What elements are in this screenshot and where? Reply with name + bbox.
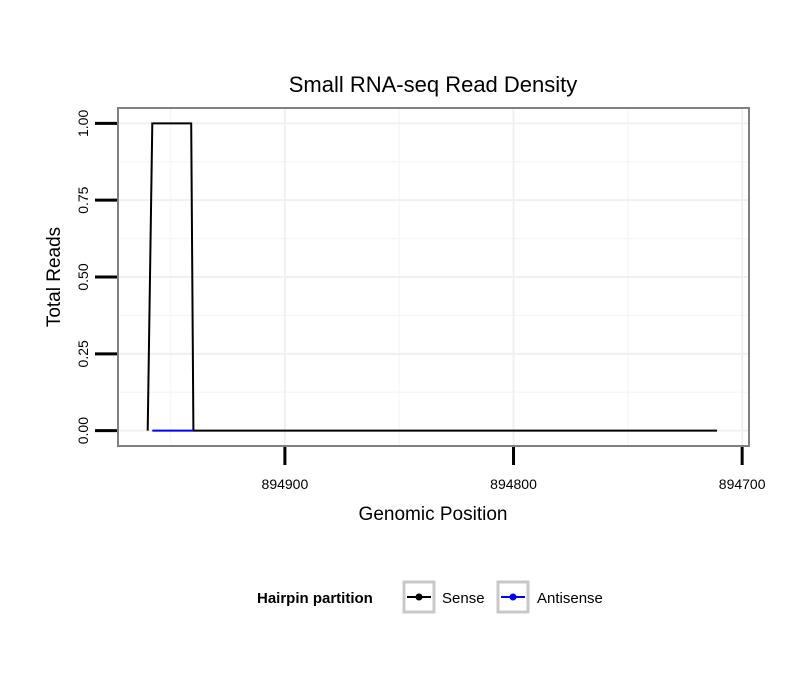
legend-entry-sense: Sense	[402, 580, 485, 614]
x-tick-label: 894800	[490, 476, 537, 492]
legend-label-sense: Sense	[442, 590, 485, 607]
series-group	[146, 122, 717, 432]
chart-title: Small RNA-seq Read Density	[289, 72, 578, 97]
y-axis-title: Total Reads	[44, 227, 65, 327]
y-tick-label: 0.25	[75, 340, 91, 367]
y-tick-label: 0.75	[75, 186, 91, 213]
x-tick-label: 894900	[262, 476, 309, 492]
y-axis: 0.00 0.25 0.50 0.75 1.00	[75, 110, 117, 444]
legend-marker-antisense	[509, 593, 517, 601]
x-axis-title: Genomic Position	[359, 504, 508, 525]
series-line-sense	[146, 122, 717, 432]
y-tick-label: 0.50	[75, 263, 91, 290]
y-tick-label: 0.00	[75, 417, 91, 444]
x-tick-label: 894700	[719, 476, 766, 492]
legend-marker-sense	[415, 593, 423, 601]
legend-label-antisense: Antisense	[537, 590, 603, 607]
plot-border	[117, 107, 750, 447]
legend-entry-antisense: Antisense	[496, 580, 603, 614]
y-tick-label: 1.00	[75, 110, 91, 137]
legend: Hairpin partition Sense Antisense	[257, 580, 603, 614]
legend-title: Hairpin partition	[257, 590, 373, 607]
x-axis: 894900 894800 894700	[262, 447, 766, 492]
